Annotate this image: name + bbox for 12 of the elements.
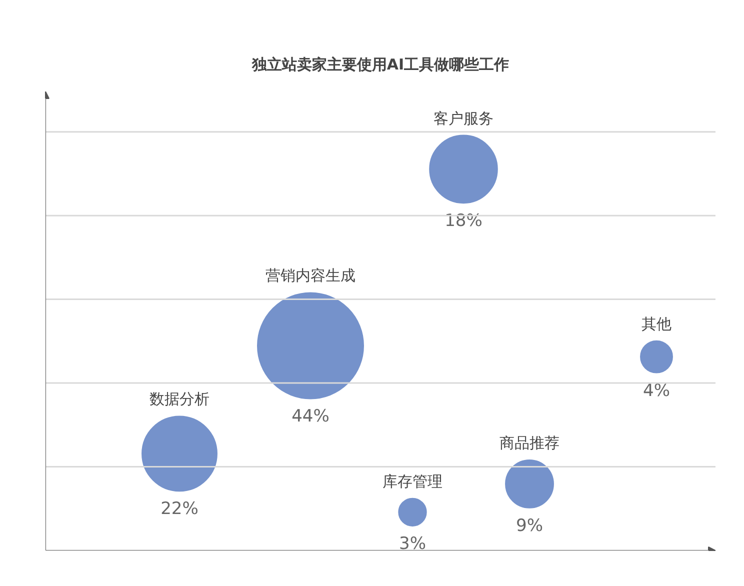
category-label: 客户服务 — [434, 109, 494, 128]
data-label: 4% — [643, 380, 670, 401]
data-label: 3% — [399, 534, 426, 554]
category-label: 商品推荐 — [500, 434, 560, 452]
data-label: 9% — [516, 516, 543, 536]
category-label: 其他 — [642, 314, 672, 333]
category-label: 数据分析 — [150, 390, 210, 408]
data-label: 22% — [160, 499, 198, 520]
category-label: 营销内容生成 — [266, 266, 356, 285]
category-label: 库存管理 — [382, 472, 442, 490]
data-label: 44% — [292, 406, 330, 427]
text: 独立站卖家主要使用AI工具做哪些工作 — [250, 56, 510, 74]
